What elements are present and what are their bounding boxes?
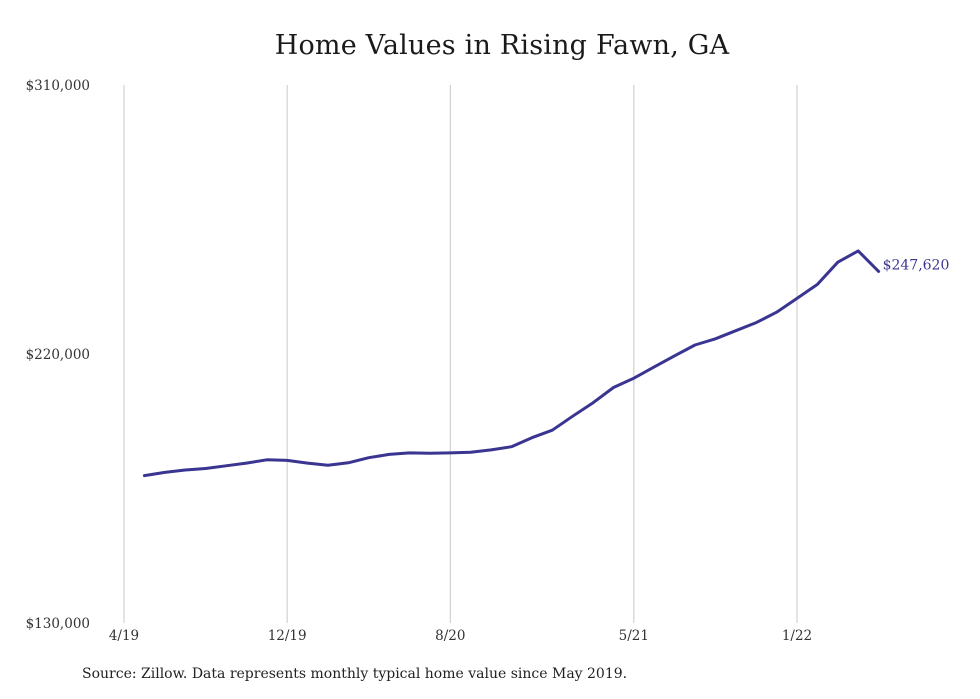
data-point [387, 453, 391, 456]
y-tick-label: $130,000 [26, 616, 90, 632]
data-point [612, 386, 615, 389]
data-point [510, 445, 513, 448]
data-point [326, 464, 330, 467]
data-point [734, 329, 737, 332]
data-point [428, 452, 432, 455]
chart-title: Home Values in Rising Fawn, GA [274, 30, 730, 61]
series-line [142, 249, 881, 478]
gridlines [123, 85, 798, 623]
data-point [755, 321, 758, 324]
end-value-label: $247,620 [883, 257, 950, 273]
data-point [224, 464, 228, 467]
source-note: Source: Zillow. Data represents monthly … [82, 666, 628, 682]
annotation-layer: $247,620 [883, 257, 950, 273]
series-layer [142, 249, 881, 478]
data-point [489, 448, 493, 452]
data-point [530, 436, 534, 439]
data-point [857, 249, 860, 253]
data-point [347, 461, 350, 464]
data-point [775, 311, 778, 314]
data-point [836, 261, 839, 264]
data-point [714, 337, 717, 340]
data-point [367, 456, 370, 459]
data-point [632, 377, 635, 380]
data-point [163, 471, 166, 474]
data-point [286, 459, 289, 462]
data-point [795, 297, 799, 300]
data-point [653, 365, 656, 369]
data-point [408, 451, 411, 455]
x-tick-label: 12/19 [268, 628, 307, 644]
data-point [673, 354, 676, 357]
data-point [245, 461, 248, 465]
data-point [143, 474, 146, 477]
data-point [571, 415, 574, 418]
data-point [184, 468, 187, 472]
data-point [591, 401, 595, 404]
data-point [551, 429, 554, 432]
data-point [877, 270, 880, 273]
data-point [265, 458, 268, 461]
data-point [204, 467, 207, 470]
data-point [816, 283, 819, 286]
x-tick-label: 1/22 [782, 628, 812, 644]
x-tick-label: 5/21 [619, 628, 649, 644]
data-point [306, 461, 309, 465]
y-tick-label: $220,000 [26, 347, 90, 363]
x-tick-label: 4/19 [109, 628, 139, 644]
x-tick-label: 8/20 [435, 628, 465, 644]
y-tick-label: $310,000 [26, 78, 90, 94]
data-point [469, 451, 472, 454]
y-axis-ticks: $130,000 $220,000 $310,000 [26, 78, 90, 632]
data-point [693, 343, 697, 347]
x-axis-ticks: 4/19 12/19 8/20 5/21 1/22 [109, 628, 812, 644]
data-point [449, 451, 452, 455]
